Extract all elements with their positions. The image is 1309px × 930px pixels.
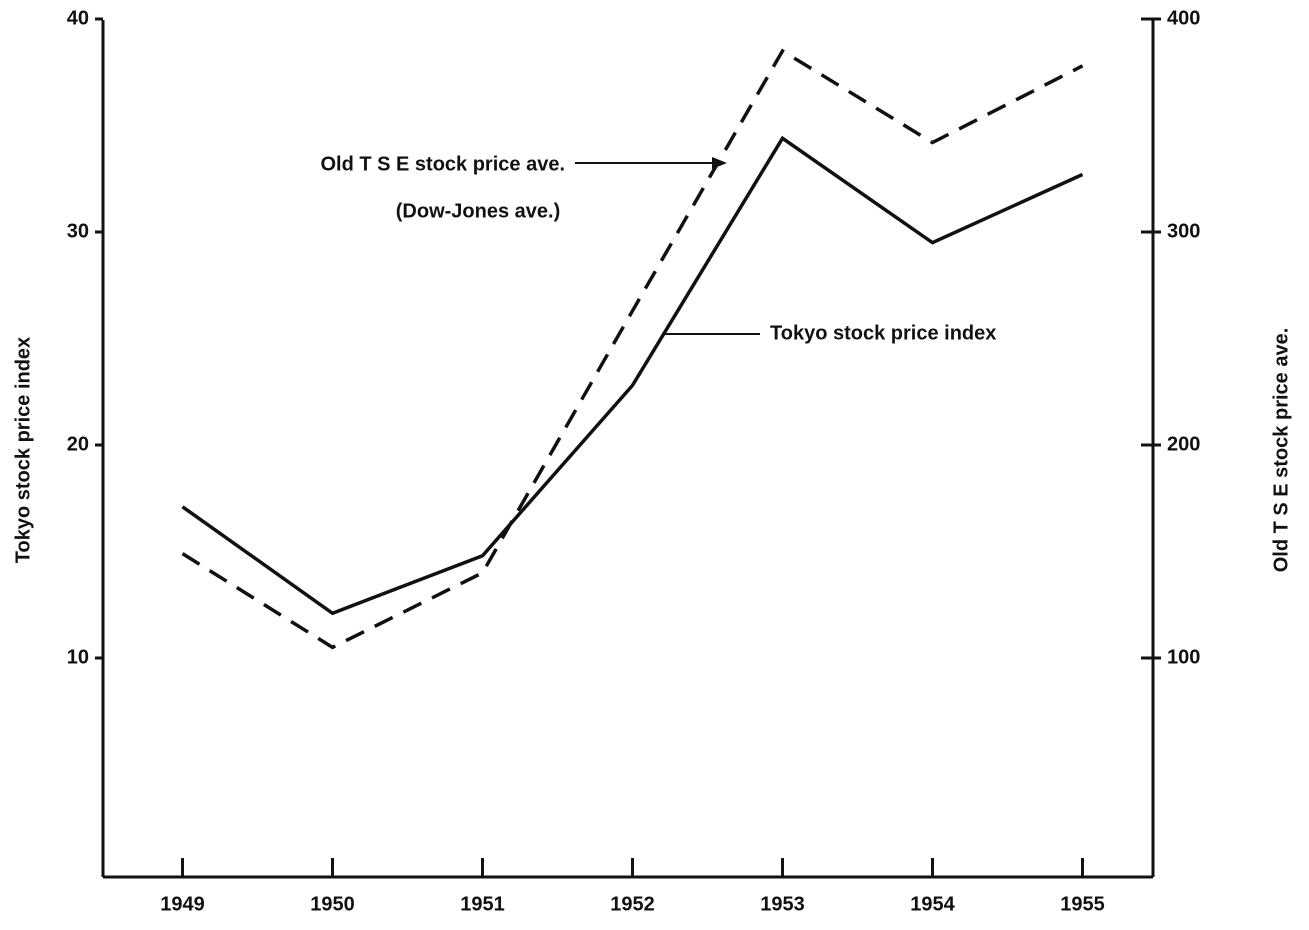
- y-axis-label: Tokyo stock price index: [12, 337, 34, 563]
- y-tick-label: 10: [67, 646, 89, 668]
- x-tick-label: 1953: [760, 893, 805, 915]
- series-line: [183, 51, 1083, 647]
- annotation: Old T S E stock price ave.: [320, 153, 565, 175]
- y2-tick-label: 300: [1167, 220, 1200, 242]
- x-tick-label: 1951: [460, 893, 505, 915]
- x-tick-label: 1949: [160, 893, 205, 915]
- annotation: (Dow-Jones ave.): [396, 200, 560, 222]
- y-tick-label: 20: [67, 433, 89, 455]
- chart: Tokyo stock price index Old T S E stock …: [0, 0, 1309, 925]
- x-tick-label: 1954: [910, 893, 955, 915]
- y2-tick-label: 200: [1167, 433, 1200, 455]
- annotation: Tokyo stock price index: [770, 322, 996, 344]
- y-tick-label: 40: [67, 7, 89, 29]
- y-tick-label: 30: [67, 220, 89, 242]
- y2-axis-label: Old T S E stock price ave.: [1270, 328, 1292, 573]
- x-tick-label: 1950: [310, 893, 355, 915]
- x-tick-label: 1955: [1060, 893, 1105, 915]
- y2-tick-label: 100: [1167, 646, 1200, 668]
- x-tick-label: 1952: [610, 893, 655, 915]
- series-line: [183, 138, 1083, 613]
- y2-tick-label: 400: [1167, 7, 1200, 29]
